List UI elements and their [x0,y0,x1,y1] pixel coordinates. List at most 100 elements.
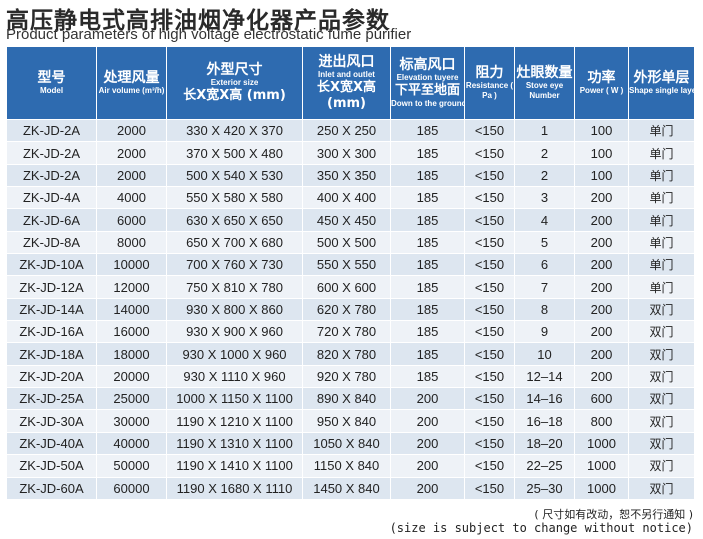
cell-air-volume: 40000 [96,431,167,456]
cell-inlet-outlet: 620 X 780 [302,297,391,322]
cell-model: ZK-JD-40A [6,431,97,456]
cell-model: ZK-JD-14A [6,297,97,322]
cell-resistance: <150 [464,230,515,255]
cell-resistance: <150 [464,364,515,389]
cell-resistance: <150 [464,141,515,165]
cell-stove-eye: 12–14 [514,364,575,389]
cell-exterior-size: 930 X 1110 X 960 [166,364,303,389]
cell-stove-eye: 6 [514,253,575,277]
cell-inlet-outlet: 820 X 780 [302,342,391,366]
header-elevation-tuyere-cn: 标高风口 [399,57,456,73]
cell-stove-eye: 10 [514,342,575,366]
cell-air-volume: 16000 [96,320,167,344]
header-elevation-tuyere-sub-en: Down to the ground [391,99,465,108]
table-row: ZK-JD-18A 18000 930 X 1000 X 960 820 X 780 1… [6,342,695,366]
cell-elevation: 185 [390,320,465,344]
cell-inlet-outlet: 600 X 600 [302,275,391,299]
cell-model: ZK-JD-20A [6,364,97,389]
cell-resistance: <150 [464,454,515,478]
cell-resistance: <150 [464,297,515,322]
cell-shape: 单门 [628,208,695,232]
cell-power: 200 [574,320,629,344]
header-inlet-outlet-cn: 进出风口 [318,54,375,70]
table-row: ZK-JD-2A 2000 500 X 540 X 530 350 X 350 185 <… [6,163,695,188]
cell-inlet-outlet: 720 X 780 [302,320,391,344]
cell-air-volume: 10000 [96,253,167,277]
header-shape: 外形单层 Shape single layer [628,46,695,120]
table-row: ZK-JD-50A 50000 1190 X 1410 X 1100 1150 X 8… [6,454,695,478]
header-inlet-outlet-en: Inlet and outlet [318,70,375,79]
cell-air-volume: 25000 [96,387,167,411]
cell-shape: 双门 [628,476,695,500]
header-elevation-tuyere-sub: 下平至地面 [394,83,460,98]
cell-inlet-outlet: 920 X 780 [302,364,391,389]
cell-elevation: 185 [390,208,465,232]
cell-model: ZK-JD-6A [6,208,97,232]
cell-elevation: 185 [390,186,465,210]
header-model-en: Model [39,86,64,95]
table-row: ZK-JD-10A 10000 700 X 760 X 730 550 X 550 18… [6,253,695,277]
header-elevation-tuyere: 标高风口 Elevation tuyere 下平至地面 Down to the … [390,46,465,120]
cell-stove-eye: 2 [514,163,575,188]
cell-exterior-size: 1000 X 1150 X 1100 [166,387,303,411]
cell-elevation: 200 [390,387,465,411]
header-resistance: 阻力 Resistance ( Pa ) [464,46,515,120]
header-power-cn: 功率 [587,70,616,86]
cell-inlet-outlet: 1050 X 840 [302,431,391,456]
cell-exterior-size: 650 X 700 X 680 [166,230,303,255]
table-row: ZK-JD-6A 6000 630 X 650 X 650 450 X 450 185 <… [6,208,695,232]
cell-exterior-size: 700 X 760 X 730 [166,253,303,277]
page-subtitle: Product parameters of high voltage elect… [6,26,412,43]
cell-resistance: <150 [464,275,515,299]
cell-air-volume: 2000 [96,118,167,143]
cell-shape: 双门 [628,320,695,344]
cell-stove-eye: 16–18 [514,409,575,433]
cell-model: ZK-JD-4A [6,186,97,210]
cell-model: ZK-JD-2A [6,141,97,165]
cell-exterior-size: 930 X 1000 X 960 [166,342,303,366]
header-shape-cn: 外形单层 [633,70,690,86]
header-exterior-size-unit: 长X宽X高 (mm) [183,88,286,103]
cell-inlet-outlet: 890 X 840 [302,387,391,411]
header-stove-eye-en: Stove eye Number [525,81,564,100]
cell-exterior-size: 550 X 580 X 580 [166,186,303,210]
cell-inlet-outlet: 400 X 400 [302,186,391,210]
cell-power: 1000 [574,431,629,456]
cell-air-volume: 2000 [96,141,167,165]
cell-power: 100 [574,141,629,165]
table-row: ZK-JD-40A 40000 1190 X 1310 X 1100 1050 X 8… [6,431,695,456]
header-exterior-size-en: Exterior size [210,78,259,87]
table-row: ZK-JD-16A 16000 930 X 900 X 960 720 X 780 18… [6,320,695,344]
header-row: 型号 Model 处理风量 Air volume (m³/h) 外型尺寸 Ext… [6,46,695,120]
cell-elevation: 200 [390,454,465,478]
cell-shape: 双门 [628,342,695,366]
header-inlet-outlet-unit: 长X宽X高 (mm) [316,80,377,111]
cell-stove-eye: 14–16 [514,387,575,411]
header-power-en: Power ( W ) [579,86,624,95]
cell-exterior-size: 500 X 540 X 530 [166,163,303,188]
cell-resistance: <150 [464,163,515,188]
cell-inlet-outlet: 450 X 450 [302,208,391,232]
table-row: ZK-JD-25A 25000 1000 X 1150 X 1100 890 X 84… [6,387,695,411]
cell-shape: 双门 [628,387,695,411]
header-resistance-en: Resistance ( Pa ) [465,81,514,100]
cell-air-volume: 50000 [96,454,167,478]
cell-shape: 双门 [628,297,695,322]
table-row: ZK-JD-4A 4000 550 X 580 X 580 400 X 400 185 <… [6,186,695,210]
header-model-cn: 型号 [37,70,66,86]
cell-inlet-outlet: 350 X 350 [302,163,391,188]
cell-model: ZK-JD-16A [6,320,97,344]
cell-power: 200 [574,364,629,389]
cell-shape: 双门 [628,454,695,478]
cell-elevation: 185 [390,297,465,322]
page-title: 高压静电式高排油烟净化器产品参数 [6,8,390,34]
cell-exterior-size: 750 X 810 X 780 [166,275,303,299]
cell-model: ZK-JD-12A [6,275,97,299]
header-air-volume: 处理风量 Air volume (m³/h) [96,46,167,120]
cell-elevation: 185 [390,118,465,143]
cell-power: 200 [574,230,629,255]
cell-exterior-size: 930 X 900 X 960 [166,320,303,344]
cell-stove-eye: 5 [514,230,575,255]
cell-shape: 单门 [628,163,695,188]
cell-shape: 双门 [628,431,695,456]
